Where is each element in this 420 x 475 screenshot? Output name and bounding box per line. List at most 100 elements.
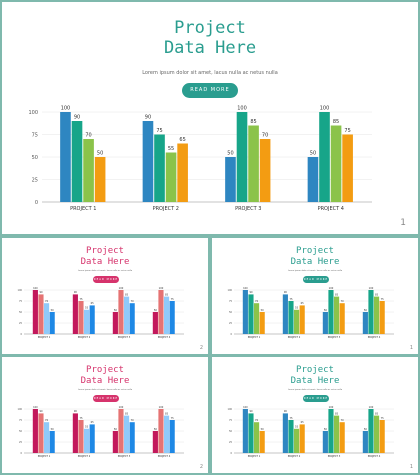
bar [339, 422, 345, 453]
data-label: 75 [381, 298, 385, 301]
data-label: 70 [85, 133, 91, 139]
bar [342, 134, 353, 202]
data-label: 100 [33, 287, 38, 290]
data-label: 50 [227, 151, 233, 157]
data-label: 55 [85, 426, 89, 429]
data-label: 75 [289, 298, 293, 301]
bar [322, 431, 328, 453]
read-more-button[interactable]: READ MORE [303, 395, 329, 402]
bar [368, 409, 374, 453]
bar [242, 409, 248, 453]
data-label: 65 [179, 137, 185, 143]
bar [379, 420, 385, 453]
title-line-2: Data Here [290, 256, 340, 267]
data-label: 100 [159, 287, 164, 290]
bar [129, 303, 135, 334]
read-more-button[interactable]: READ MORE [182, 83, 238, 98]
bar [225, 157, 236, 202]
y-tick-label: 75 [32, 132, 38, 138]
data-label: 100 [237, 106, 247, 112]
x-tick-label: PROJECT 2 [288, 455, 301, 458]
bar [72, 294, 78, 334]
x-tick-label: PROJECT 3 [118, 455, 131, 458]
bar [374, 296, 380, 334]
data-label: 70 [45, 300, 49, 303]
y-tick-label: 0 [231, 333, 233, 336]
bar [32, 290, 38, 334]
data-label: 100 [329, 287, 334, 290]
x-tick-label: PROJECT 3 [328, 336, 341, 339]
bar [49, 431, 55, 453]
x-tick-label: PROJECT 4 [158, 455, 171, 458]
title-line-1: Project [86, 246, 124, 256]
data-label: 70 [341, 300, 345, 303]
title-line-1: Project [296, 365, 334, 375]
slide-thumb-2[interactable]: Project Data Here Lorem ipsum dolor sit … [212, 238, 418, 354]
x-tick-label: PROJECT 1 [38, 455, 51, 458]
read-more-button[interactable]: READ MORE [93, 395, 119, 402]
read-more-button[interactable]: READ MORE [93, 276, 119, 283]
bar [288, 301, 294, 334]
bar [259, 139, 271, 202]
data-label: 90 [39, 291, 43, 294]
slide-subtitle: Lorem ipsum dolor sit amet, lacus nulla … [142, 70, 278, 76]
data-label: 65 [301, 421, 305, 424]
data-label: 75 [344, 128, 350, 134]
title-line-1: Project [86, 365, 124, 375]
data-label: 85 [335, 293, 339, 296]
slide-subtitle: Lorem ipsum dolor sit amet, lacus nulla … [77, 389, 133, 391]
slide-subtitle: Lorem ipsum dolor sit amet, lacus nulla … [287, 389, 343, 391]
y-tick-label: 0 [21, 333, 23, 336]
y-tick-label: 25 [229, 441, 233, 444]
read-more-button[interactable]: READ MORE [303, 276, 329, 283]
bar [299, 305, 305, 334]
bar [164, 296, 170, 334]
bar [328, 409, 334, 453]
page-number: 1 [400, 218, 406, 228]
data-label: 75 [79, 298, 83, 301]
slide-title: Project Data Here [212, 365, 418, 387]
bar [248, 294, 254, 334]
data-label: 70 [45, 419, 49, 422]
data-label: 85 [125, 293, 129, 296]
y-tick-label: 100 [228, 289, 233, 292]
bar [307, 157, 319, 202]
slide-thumb-1[interactable]: Project Data Here Lorem ipsum dolor sit … [2, 238, 208, 354]
data-label: 100 [61, 106, 71, 112]
slide-title: Project Data Here [212, 246, 418, 268]
bar [118, 290, 124, 334]
data-label: 55 [168, 146, 174, 152]
title-line-2: Data Here [80, 256, 130, 267]
y-tick-label: 25 [32, 177, 38, 183]
x-tick-label: PROJECT 3 [328, 455, 341, 458]
bar [32, 409, 38, 453]
x-tick-label: PROJECT 2 [78, 455, 91, 458]
data-label: 65 [91, 421, 95, 424]
bar [288, 420, 294, 453]
slide-thumb-4[interactable]: Project Data Here Lorem ipsum dolor sit … [212, 357, 418, 473]
data-label: 50 [114, 309, 118, 312]
x-tick-label: PROJECT 4 [368, 455, 381, 458]
bar [165, 152, 177, 202]
bar [89, 424, 95, 453]
bar [83, 139, 94, 202]
bar [78, 420, 84, 453]
bar [89, 305, 95, 334]
bar [44, 303, 50, 334]
slide-main: Project Data Here Lorem ipsum dolor sit … [2, 2, 418, 234]
data-label: 85 [165, 293, 169, 296]
bar [60, 112, 71, 202]
data-label: 50 [97, 151, 103, 157]
bar [169, 301, 175, 334]
bar [152, 312, 158, 334]
data-label: 50 [261, 309, 265, 312]
slide-thumb-3[interactable]: Project Data Here Lorem ipsum dolor sit … [2, 357, 208, 473]
x-tick-label: PROJECT 4 [368, 336, 381, 339]
y-tick-label: 75 [229, 300, 233, 303]
page-number: 1 [409, 464, 413, 470]
bar [299, 424, 305, 453]
bar [294, 428, 300, 453]
data-label: 65 [91, 302, 95, 305]
